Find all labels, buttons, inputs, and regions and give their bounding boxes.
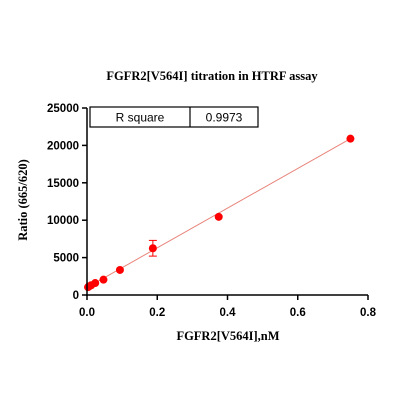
r-square-table: R square 0.9973 bbox=[89, 106, 259, 128]
data-point bbox=[148, 244, 157, 253]
x-tick-label: 0.4 bbox=[220, 307, 237, 319]
x-tick-label: 0.2 bbox=[149, 307, 165, 319]
data-point bbox=[91, 279, 100, 288]
y-tick-label: 25000 bbox=[47, 103, 79, 115]
y-axis-label: Ratio (665/620) bbox=[16, 159, 30, 241]
r-square-box bbox=[89, 106, 259, 128]
r-square-label: R square bbox=[116, 111, 165, 125]
x-tick-label: 0.6 bbox=[290, 307, 306, 319]
x-axis-label: FGFR2[V564I],nM bbox=[176, 329, 279, 343]
data-point bbox=[214, 212, 223, 221]
data-point bbox=[115, 265, 124, 274]
data-points-layer bbox=[84, 134, 355, 292]
y-tick-label: 10000 bbox=[47, 215, 79, 227]
r-square-value: 0.9973 bbox=[206, 111, 243, 125]
y-tick-label: 20000 bbox=[47, 140, 79, 152]
x-tick-label: 0.8 bbox=[360, 307, 377, 319]
x-tick-label: 0.0 bbox=[79, 307, 95, 319]
y-tick-label: 0 bbox=[73, 290, 79, 302]
x-ticks: 0.0 0.2 0.4 0.6 0.8 bbox=[79, 295, 377, 319]
y-tick-label: 15000 bbox=[47, 178, 79, 190]
y-ticks: 0 5000 10000 15000 20000 25000 bbox=[47, 103, 87, 302]
y-tick-label: 5000 bbox=[53, 253, 79, 265]
chart-title: FGFR2[V564I] titration in HTRF assay bbox=[106, 69, 318, 83]
data-point bbox=[346, 134, 355, 143]
data-point bbox=[99, 275, 108, 284]
